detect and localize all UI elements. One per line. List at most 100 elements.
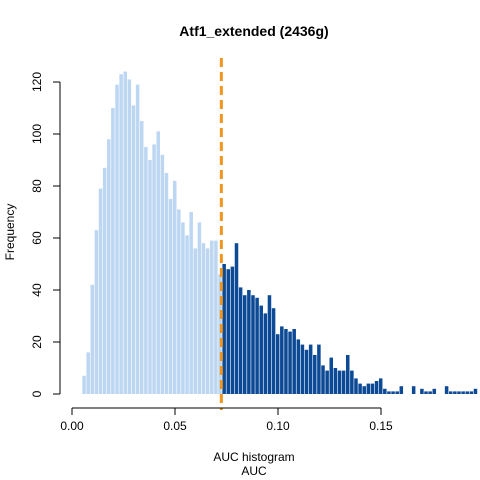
histogram-bar xyxy=(448,391,453,394)
histogram-bar xyxy=(139,121,144,394)
histogram-bar xyxy=(284,329,288,394)
histogram-bar xyxy=(123,71,128,394)
y-axis: 0 20 40 60 80 100 120 xyxy=(30,72,61,397)
histogram-bar xyxy=(259,305,263,394)
histogram-bar xyxy=(251,295,255,394)
histogram-bar xyxy=(395,391,399,394)
histogram-bar xyxy=(205,248,210,394)
histogram-bar xyxy=(193,248,198,394)
histogram-bar xyxy=(263,313,268,394)
histogram-bar xyxy=(296,339,301,394)
histogram-bar xyxy=(168,199,173,394)
histogram-bar xyxy=(469,391,474,394)
histogram-bar xyxy=(82,375,86,394)
histogram-bar xyxy=(238,287,243,394)
histogram-bar xyxy=(399,386,404,394)
histogram-bar xyxy=(473,388,478,394)
histogram-bar xyxy=(222,264,226,394)
histogram-bar xyxy=(374,381,379,394)
histogram-bar xyxy=(242,295,247,394)
y-tick-label: 100 xyxy=(30,124,44,144)
histogram-bar xyxy=(156,131,160,394)
x-tick-label: 0.15 xyxy=(369,419,393,433)
histogram-bar xyxy=(111,108,115,394)
y-tick-label: 0 xyxy=(30,390,44,397)
histogram-bar xyxy=(300,344,305,394)
histogram-bar xyxy=(181,222,185,394)
y-tick-label: 120 xyxy=(30,72,44,92)
histogram-bar xyxy=(313,355,317,394)
histogram-bar xyxy=(317,344,321,394)
x-axis-label-line2: AUC xyxy=(241,464,267,478)
histogram-bar xyxy=(411,386,416,394)
histogram-bar xyxy=(164,173,169,394)
x-axis-label-line1: AUC histogram xyxy=(213,450,294,464)
histogram-bar xyxy=(185,235,189,394)
histogram-bar xyxy=(115,84,119,394)
histogram-bar xyxy=(172,180,177,394)
histogram-bar xyxy=(135,84,140,394)
histogram-bar xyxy=(288,331,292,394)
histogram-bar xyxy=(210,240,214,394)
histogram-bar xyxy=(197,222,202,394)
histogram-bar xyxy=(345,355,350,394)
histogram-bar xyxy=(86,352,90,394)
histogram-bar xyxy=(94,230,99,394)
histogram-bar xyxy=(226,269,231,394)
histogram-bar xyxy=(383,388,387,394)
y-tick-label: 80 xyxy=(30,179,44,193)
histogram-bar xyxy=(350,370,354,394)
y-tick-label: 60 xyxy=(30,231,44,245)
histogram-bar xyxy=(337,370,342,394)
x-axis: 0.00 0.05 0.10 0.15 xyxy=(60,407,393,433)
y-tick-label: 20 xyxy=(30,335,44,349)
histogram-bar xyxy=(131,105,136,395)
histogram-bar xyxy=(387,391,391,394)
histogram-bar xyxy=(370,383,375,394)
histogram-bar xyxy=(230,266,235,394)
histogram-bar xyxy=(90,284,95,394)
histogram-bar xyxy=(453,391,457,394)
y-tick-label: 40 xyxy=(30,283,44,297)
histogram-bar xyxy=(214,240,218,394)
x-tick-label: 0.00 xyxy=(60,419,84,433)
histogram-bar xyxy=(465,391,469,394)
histogram-bar xyxy=(144,147,148,394)
histogram-bar xyxy=(148,160,152,394)
histogram-bar xyxy=(271,308,276,394)
histogram-bar xyxy=(457,391,461,394)
histogram-bar xyxy=(218,274,222,394)
histogram-bar xyxy=(160,154,165,394)
histogram-bar xyxy=(127,79,132,395)
histogram-bar xyxy=(304,349,309,394)
histogram-bar xyxy=(432,388,437,394)
histogram-bar xyxy=(177,209,181,394)
histogram-bar xyxy=(234,243,239,394)
histogram-bar xyxy=(267,295,272,394)
histogram-bar xyxy=(461,391,465,394)
histogram-bar xyxy=(391,391,395,394)
chart-title: Atf1_extended (2436g) xyxy=(179,23,328,39)
histogram-bar xyxy=(102,167,107,394)
histogram-bar xyxy=(444,386,449,394)
histogram-bar xyxy=(189,212,193,394)
histogram-bar xyxy=(366,383,371,394)
histogram-bar xyxy=(329,357,334,394)
histogram-bar xyxy=(280,326,284,394)
histogram-bars xyxy=(82,71,478,395)
histogram-bar xyxy=(325,370,329,394)
histogram-bar xyxy=(247,290,251,394)
histogram-bar xyxy=(98,188,103,394)
x-tick-label: 0.05 xyxy=(163,419,187,433)
histogram-bar xyxy=(119,74,123,394)
histogram-bar xyxy=(362,386,366,394)
histogram-bar xyxy=(424,391,428,394)
histogram-bar xyxy=(333,368,338,394)
histogram-bar xyxy=(358,383,362,394)
histogram-bar xyxy=(107,139,111,394)
y-axis-label: Frequency xyxy=(3,204,17,261)
x-tick-label: 0.10 xyxy=(266,419,290,433)
histogram-bar xyxy=(292,329,296,394)
histogram-bar xyxy=(201,243,206,394)
